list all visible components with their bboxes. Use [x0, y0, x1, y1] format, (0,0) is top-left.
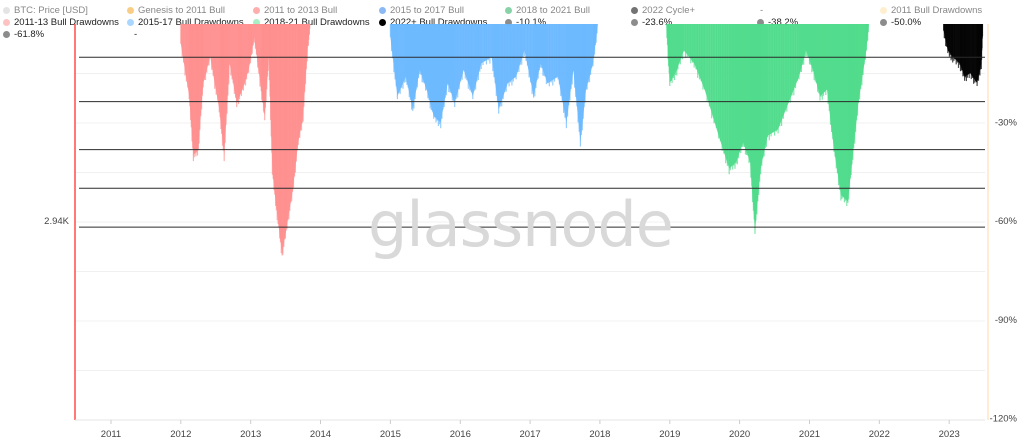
- x-tick-label: 2016: [450, 429, 471, 440]
- legend-item[interactable]: -50.0%: [880, 17, 921, 28]
- legend-label: -: [134, 29, 138, 40]
- legend-item[interactable]: 2015-17 Bull Drawdowns: [127, 17, 244, 28]
- legend-swatch: [379, 19, 386, 26]
- legend-item[interactable]: 2011-13 Bull Drawdowns: [3, 17, 119, 28]
- legend-swatch: [631, 7, 638, 14]
- legend-swatch: [631, 19, 638, 26]
- x-tick-label: 2023: [939, 429, 960, 440]
- x-tick-label: 2014: [310, 429, 331, 440]
- legend-label: Genesis to 2011 Bull: [138, 5, 225, 16]
- legend-label: 2018 to 2021 Bull: [516, 5, 590, 16]
- watermark: glassnode: [368, 188, 674, 261]
- legend-swatch: [880, 7, 887, 14]
- legend-swatch: [880, 19, 887, 26]
- legend-label: 2022 Cycle+: [642, 5, 696, 16]
- x-tick-label: 2019: [659, 429, 680, 440]
- legend-item[interactable]: -23.6%: [631, 17, 672, 28]
- legend-item[interactable]: 2011 Bull Drawdowns: [880, 5, 982, 16]
- fib-level-lines: [79, 56, 985, 228]
- legend-item[interactable]: 2022+ Bull Drawdowns: [379, 17, 487, 28]
- x-tick-label: 2018: [589, 429, 610, 440]
- right-tick-label: -90%: [995, 315, 1018, 326]
- legend-item[interactable]: BTC: Price [USD]: [3, 5, 88, 16]
- legend-swatch: [253, 7, 260, 14]
- legend-label: 2011 to 2013 Bull: [264, 5, 338, 16]
- legend-item[interactable]: 2018 to 2021 Bull: [505, 5, 590, 16]
- x-tick-label: 2012: [170, 429, 191, 440]
- legend-label: -50.0%: [891, 17, 922, 28]
- legend-label: BTC: Price [USD]: [14, 5, 88, 16]
- legend-label: -23.6%: [642, 17, 673, 28]
- legend-swatch: [505, 19, 512, 26]
- x-tick-label: 2020: [729, 429, 750, 440]
- legend-swatch: [3, 19, 10, 26]
- legend-label: 2015 to 2017 Bull: [390, 5, 464, 16]
- chart-legend: BTC: Price [USD] Genesis to 2011 Bull 2011…: [0, 0, 1024, 40]
- legend-item[interactable]: 2022 Cycle+: [631, 5, 695, 16]
- legend-label: 2011 Bull Drawdowns: [891, 5, 983, 16]
- series-areas: [180, 24, 984, 256]
- legend-swatch: [127, 19, 134, 26]
- x-tick-label: 2021: [799, 429, 820, 440]
- left-tick-label: 2.94K: [44, 216, 69, 227]
- legend-item[interactable]: -: [134, 29, 137, 40]
- right-tick-label: -60%: [995, 216, 1018, 227]
- legend-label: 2011-13 Bull Drawdowns: [14, 17, 119, 28]
- x-tick-label: 2015: [380, 429, 401, 440]
- legend-item[interactable]: -: [760, 5, 763, 16]
- legend-item[interactable]: -61.8%: [3, 29, 44, 40]
- legend-swatch: [253, 19, 260, 26]
- x-tick-label: 2017: [520, 429, 541, 440]
- legend-label: -38.2%: [768, 17, 799, 28]
- x-tick-label: 2013: [240, 429, 261, 440]
- legend-item[interactable]: Genesis to 2011 Bull: [127, 5, 225, 16]
- right-tick-label: -30%: [995, 118, 1018, 129]
- legend-item[interactable]: -10.1%: [505, 17, 546, 28]
- axes: 2.94K -30% -60% -90% -120% 2011 2012 2013 2014 20…: [44, 24, 1018, 440]
- legend-swatch: [127, 7, 134, 14]
- legend-item[interactable]: 2018-21 Bull Drawdowns: [253, 17, 370, 28]
- legend-item[interactable]: -38.2%: [757, 17, 798, 28]
- x-tick-label: 2011: [101, 429, 121, 440]
- legend-swatch: [505, 7, 512, 14]
- legend-item[interactable]: 2011 to 2013 Bull: [253, 5, 337, 16]
- legend-item[interactable]: 2015 to 2017 Bull: [379, 5, 464, 16]
- right-tick-label: -120%: [990, 413, 1018, 424]
- legend-swatch: [3, 7, 10, 14]
- legend-label: 2018-21 Bull Drawdowns: [264, 17, 370, 28]
- legend-label: -61.8%: [14, 29, 45, 40]
- legend-label: 2022+ Bull Drawdowns: [390, 17, 488, 28]
- legend-label: 2015-17 Bull Drawdowns: [138, 17, 244, 28]
- legend-label: -: [760, 5, 764, 16]
- legend-swatch: [379, 7, 386, 14]
- legend-label: -10.1%: [516, 17, 547, 28]
- legend-swatch: [757, 19, 764, 26]
- legend-swatch: [3, 31, 10, 38]
- x-tick-label: 2022: [869, 429, 890, 440]
